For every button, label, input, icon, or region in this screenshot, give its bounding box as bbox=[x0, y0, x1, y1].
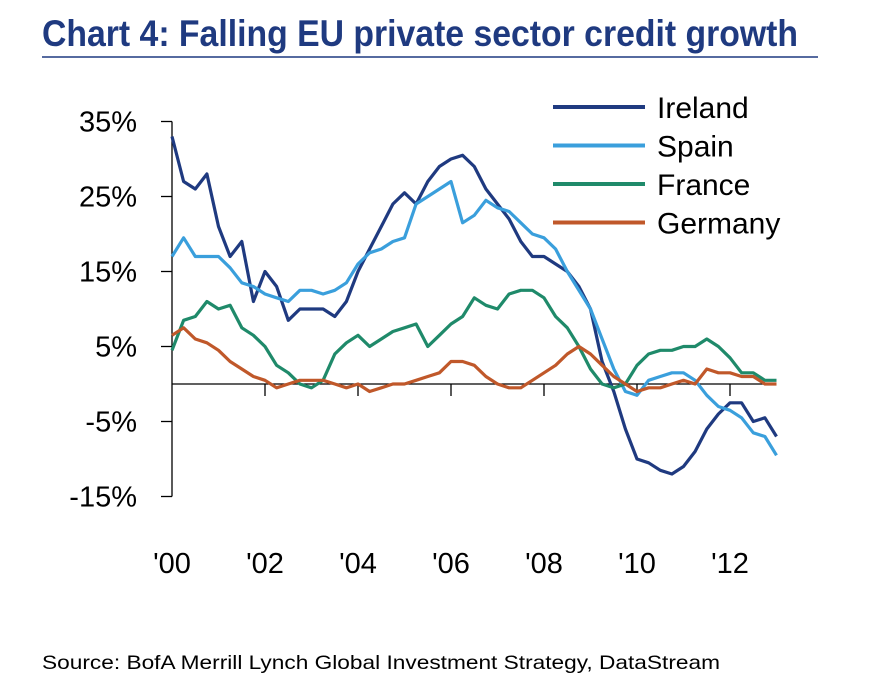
x-tick-label: '02 bbox=[246, 548, 284, 580]
series-line-ireland bbox=[170, 136, 778, 476]
y-tick-label: -15% bbox=[69, 482, 137, 514]
y-tick-label: 5% bbox=[95, 332, 137, 364]
axes: 35% 25% 15% 5% -5% -15% '00 '02 '04 '06 '08 '10 '12 bbox=[69, 107, 777, 580]
x-tick-label: '04 bbox=[339, 548, 377, 580]
x-tick-label: '00 bbox=[153, 548, 191, 580]
legend-label: Spain bbox=[657, 131, 734, 164]
x-tick-label: '08 bbox=[525, 548, 563, 580]
source-note: Source: BofA Merrill Lynch Global Invest… bbox=[42, 652, 720, 674]
y-tick-label: -5% bbox=[85, 407, 137, 439]
x-tick-label: '06 bbox=[432, 548, 470, 580]
series-line-france bbox=[170, 288, 777, 390]
series-line-spain bbox=[170, 179, 778, 457]
legend: Ireland Spain France Germany bbox=[553, 92, 780, 241]
chart-title: Chart 4: Falling EU private sector credi… bbox=[42, 13, 798, 54]
y-tick-label: 15% bbox=[79, 257, 137, 289]
series-lines bbox=[170, 136, 778, 476]
legend-label: Germany bbox=[657, 208, 780, 241]
legend-label: France bbox=[657, 169, 750, 202]
legend-label: Ireland bbox=[657, 92, 749, 125]
x-tick-label: '12 bbox=[711, 548, 749, 580]
y-tick-label: 35% bbox=[79, 107, 137, 139]
x-tick-label: '10 bbox=[618, 548, 656, 580]
series-line-germany bbox=[171, 326, 777, 394]
y-tick-label: 25% bbox=[79, 182, 137, 214]
